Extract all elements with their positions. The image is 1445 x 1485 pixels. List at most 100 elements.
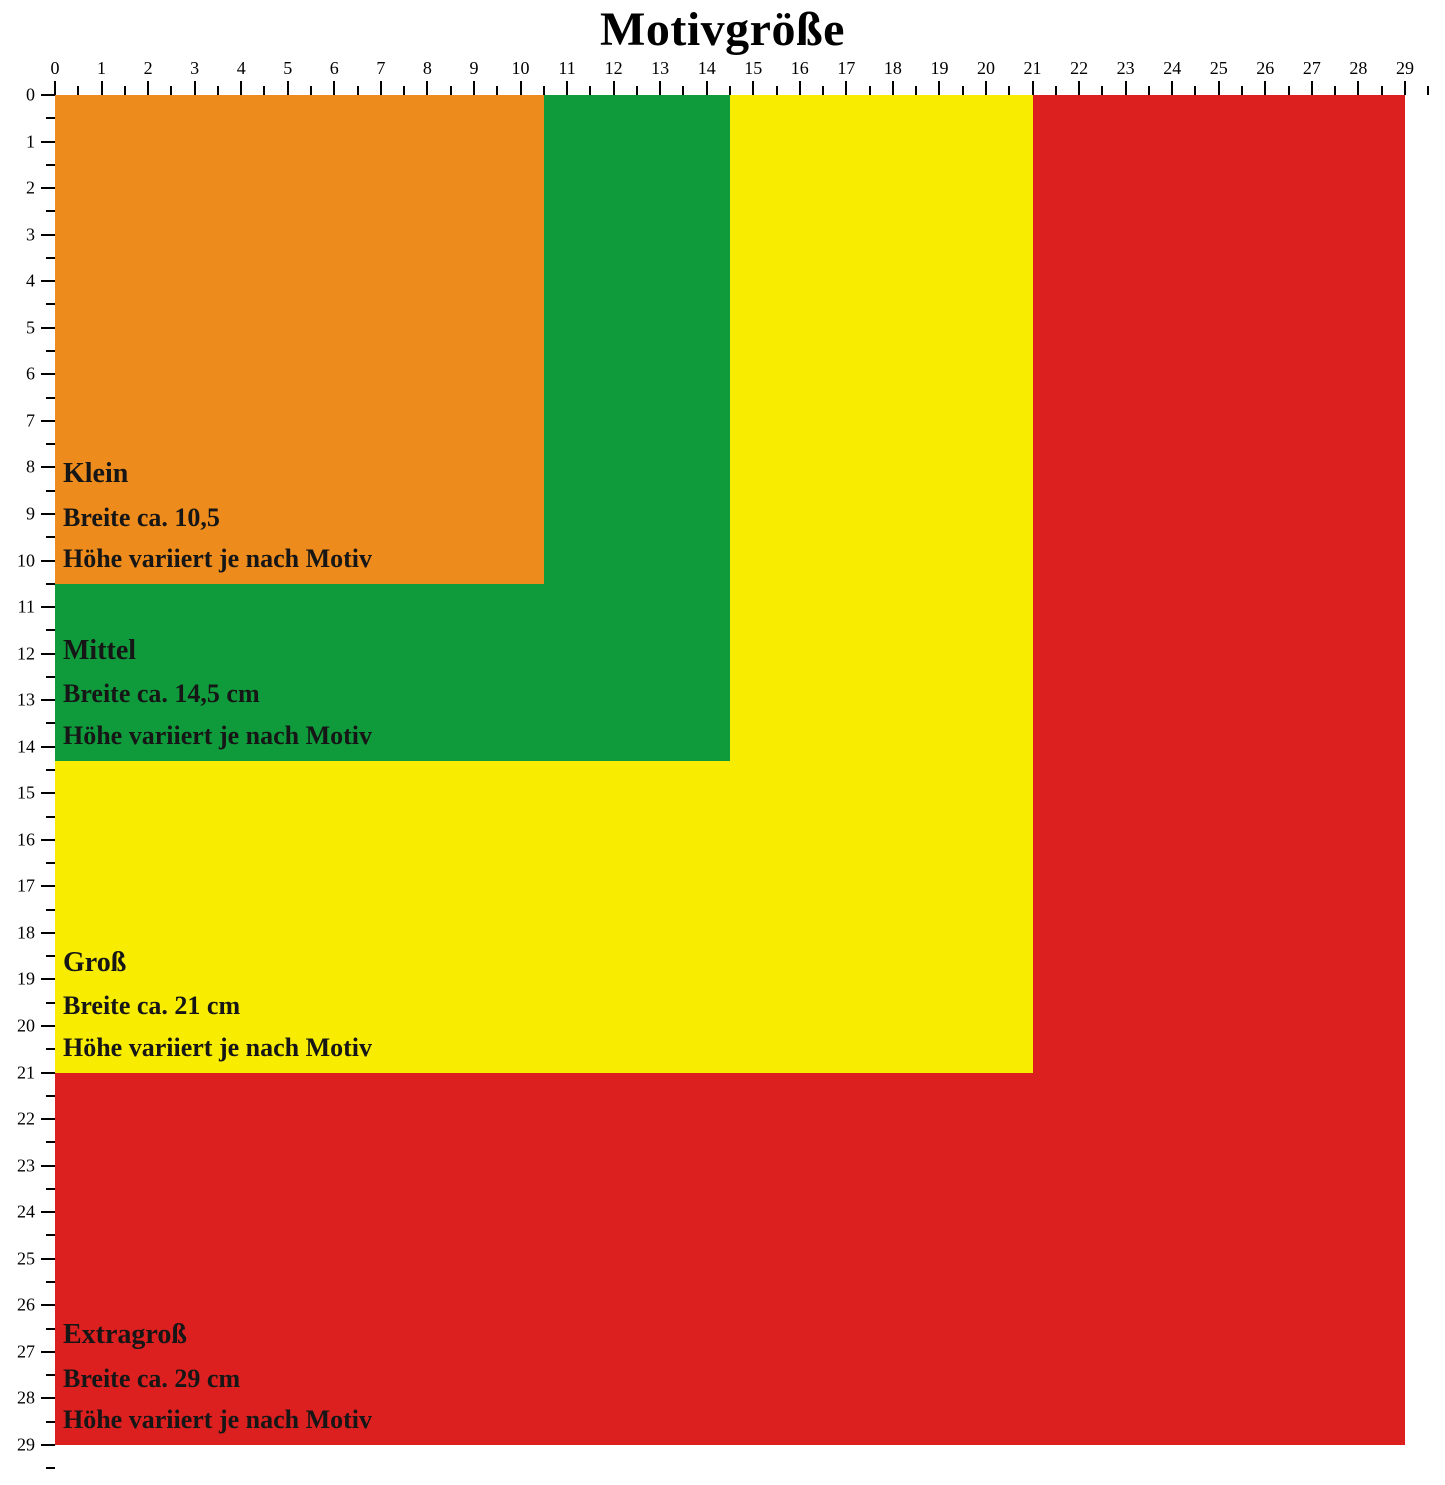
tick-label: 28 — [5, 1388, 35, 1409]
tick-minor — [46, 164, 55, 166]
tick-label: 27 — [5, 1341, 35, 1362]
tick-major — [613, 81, 615, 95]
size-detail: Höhe variiert je nach Motiv — [63, 538, 372, 580]
ruler-horizontal: 0123456789101112131415161718192021222324… — [55, 60, 1445, 95]
tick-label: 28 — [1349, 58, 1367, 79]
size-label-medium: MittelBreite ca. 14,5 cmHöhe variiert je… — [63, 629, 372, 757]
tick-major — [41, 1304, 55, 1306]
tick-label: 9 — [469, 58, 478, 79]
ruler-vertical: 0123456789101112131415161718192021222324… — [5, 95, 55, 1485]
tick-minor — [46, 117, 55, 119]
tick-minor — [822, 86, 824, 95]
tick-major — [41, 187, 55, 189]
tick-major — [41, 420, 55, 422]
tick-major — [240, 81, 242, 95]
tick-minor — [46, 1281, 55, 1283]
tick-label: 8 — [5, 457, 35, 478]
tick-label: 17 — [837, 58, 855, 79]
tick-minor — [450, 86, 452, 95]
tick-minor — [496, 86, 498, 95]
tick-label: 12 — [5, 643, 35, 664]
size-name: Extragroß — [63, 1313, 372, 1358]
size-detail: Breite ca. 14,5 cm — [63, 673, 372, 715]
tick-minor — [357, 86, 359, 95]
tick-label: 2 — [5, 178, 35, 199]
tick-label: 13 — [5, 690, 35, 711]
tick-minor — [46, 490, 55, 492]
tick-major — [41, 141, 55, 143]
tick-label: 16 — [5, 829, 35, 850]
tick-label: 7 — [5, 410, 35, 431]
tick-label: 24 — [1163, 58, 1181, 79]
tick-major — [706, 81, 708, 95]
tick-label: 14 — [5, 736, 35, 757]
tick-minor — [1381, 86, 1383, 95]
tick-major — [938, 81, 940, 95]
tick-minor — [310, 86, 312, 95]
tick-minor — [46, 816, 55, 818]
tick-label: 18 — [5, 922, 35, 943]
tick-major — [473, 81, 475, 95]
size-detail: Breite ca. 21 cm — [63, 985, 372, 1027]
tick-minor — [403, 86, 405, 95]
tick-label: 23 — [5, 1155, 35, 1176]
tick-label: 2 — [144, 58, 153, 79]
tick-major — [41, 1165, 55, 1167]
size-name: Klein — [63, 452, 372, 497]
tick-minor — [46, 583, 55, 585]
tick-minor — [46, 1467, 55, 1469]
tick-label: 11 — [5, 597, 35, 618]
tick-major — [1125, 81, 1127, 95]
tick-major — [752, 81, 754, 95]
tick-minor — [1334, 86, 1336, 95]
tick-label: 22 — [5, 1109, 35, 1130]
tick-minor — [1008, 86, 1010, 95]
tick-label: 21 — [5, 1062, 35, 1083]
tick-minor — [46, 862, 55, 864]
tick-label: 6 — [330, 58, 339, 79]
tick-label: 10 — [5, 550, 35, 571]
tick-minor — [46, 303, 55, 305]
tick-minor — [1241, 86, 1243, 95]
tick-minor — [682, 86, 684, 95]
tick-major — [41, 234, 55, 236]
tick-major — [54, 81, 56, 95]
chart-title: Motivgröße — [0, 2, 1445, 57]
tick-minor — [1148, 86, 1150, 95]
tick-label: 27 — [1303, 58, 1321, 79]
tick-label: 15 — [5, 783, 35, 804]
size-detail: Breite ca. 29 cm — [63, 1358, 372, 1400]
tick-minor — [1194, 86, 1196, 95]
size-label-small: KleinBreite ca. 10,5Höhe variiert je nac… — [63, 452, 372, 580]
tick-minor — [46, 676, 55, 678]
tick-label: 5 — [5, 317, 35, 338]
tick-minor — [46, 397, 55, 399]
tick-label: 1 — [97, 58, 106, 79]
tick-minor — [46, 1002, 55, 1004]
tick-minor — [1055, 86, 1057, 95]
tick-label: 13 — [651, 58, 669, 79]
tick-major — [41, 327, 55, 329]
tick-major — [41, 699, 55, 701]
tick-major — [426, 81, 428, 95]
tick-major — [194, 81, 196, 95]
tick-major — [41, 1072, 55, 1074]
tick-major — [333, 81, 335, 95]
tick-major — [41, 839, 55, 841]
tick-major — [985, 81, 987, 95]
tick-minor — [46, 1188, 55, 1190]
tick-major — [41, 978, 55, 980]
size-detail: Breite ca. 10,5 — [63, 497, 372, 539]
tick-major — [101, 81, 103, 95]
tick-label: 6 — [5, 364, 35, 385]
tick-minor — [46, 1421, 55, 1423]
tick-label: 4 — [5, 271, 35, 292]
tick-minor — [46, 350, 55, 352]
plot-area: ExtragroßBreite ca. 29 cm Höhe variiert j… — [55, 95, 1405, 1445]
tick-minor — [636, 86, 638, 95]
tick-major — [41, 280, 55, 282]
tick-minor — [915, 86, 917, 95]
tick-minor — [1427, 86, 1429, 95]
tick-label: 14 — [698, 58, 716, 79]
tick-minor — [263, 86, 265, 95]
